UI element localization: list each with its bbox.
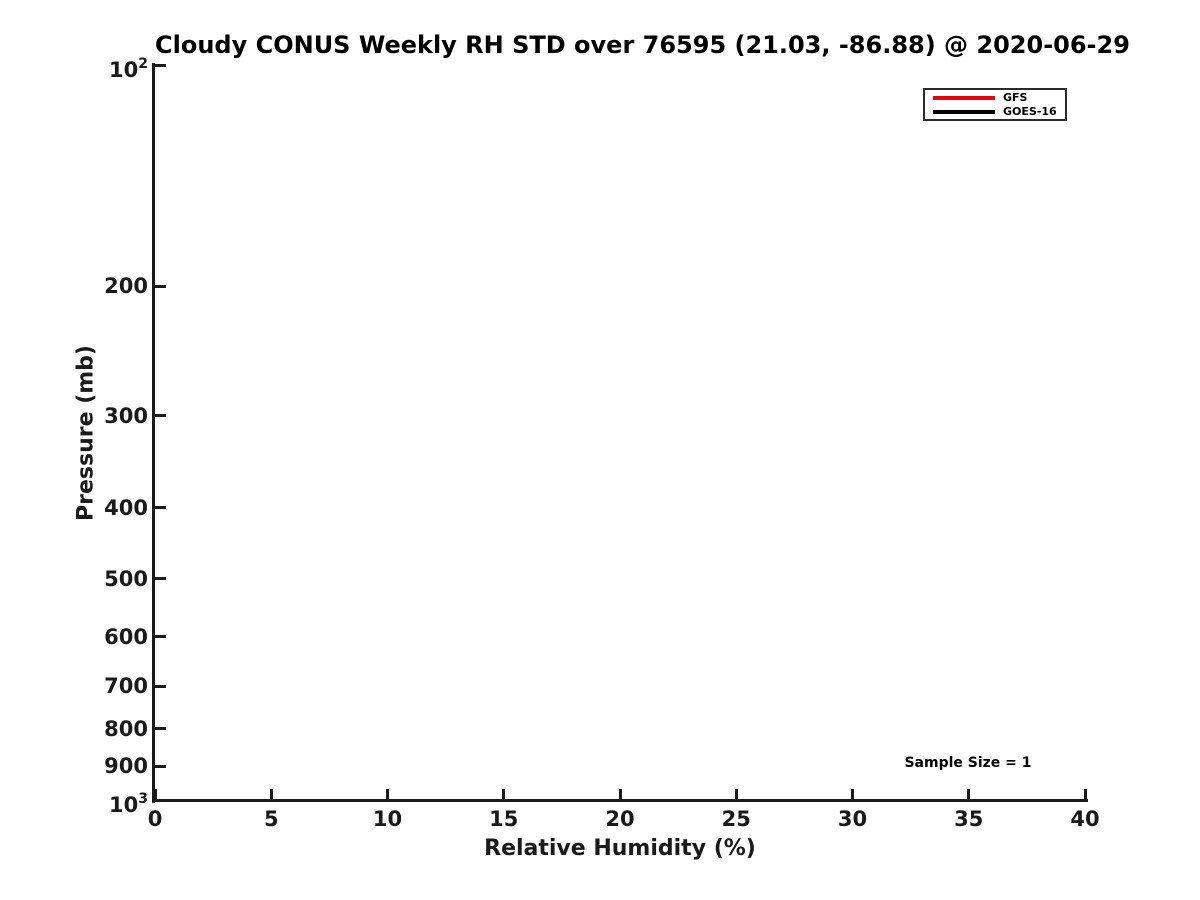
y-tick-mark [155,727,166,731]
y-tick-label: 700 [104,674,148,699]
x-tick-mark [1083,789,1087,800]
x-axis-spine [152,799,1088,802]
x-tick-mark [153,789,157,800]
x-axis-label: Relative Humidity (%) [484,836,756,861]
legend-series-label: GFS [1003,90,1028,104]
x-tick-mark [386,789,389,800]
y-tick-mark [155,506,166,509]
x-tick-label: 0 [147,807,163,831]
y-tick-label: 400 [104,495,148,520]
y-tick-mark [155,684,166,688]
y-tick-mark [155,284,166,288]
x-tick-mark [851,789,854,800]
y-tick-label: 103 [109,791,148,817]
x-tick-label: 40 [1070,807,1100,831]
x-tick-label: 30 [837,807,868,831]
y-tick-label: 200 [104,274,148,299]
legend-item: GOES-16 [933,104,1057,118]
y-tick-label: 600 [104,624,148,649]
y-tick-label: 800 [104,716,148,741]
y-axis-spine [152,63,155,803]
x-tick-mark [502,789,506,800]
legend-item: GFS [933,90,1057,104]
y-tick-label: 102 [109,56,148,82]
x-tick-label: 20 [605,807,635,831]
x-tick-mark [269,789,273,800]
y-tick-label: 900 [104,754,148,779]
y-tick-mark [155,414,166,418]
legend-line-swatch [933,95,995,100]
y-tick-label: 500 [104,566,148,591]
x-tick-label: 10 [372,807,403,831]
x-tick-mark [967,789,971,800]
y-tick-label: 300 [104,403,148,428]
legend-line-swatch [933,109,995,114]
chart-title: Cloudy CONUS Weekly RH STD over 76595 (2… [155,31,1130,59]
x-tick-label: 15 [489,807,519,831]
y-tick-mark [155,764,166,768]
sample-size-annotation: Sample Size = 1 [904,755,1032,771]
x-tick-mark [618,789,622,800]
y-tick-mark [155,635,166,639]
legend-series-label: GOES-16 [1003,104,1057,118]
y-tick-mark [155,798,166,802]
x-tick-label: 5 [263,807,279,831]
y-tick-mark [155,577,166,581]
x-tick-label: 35 [954,807,984,831]
y-tick-mark [155,63,166,67]
x-tick-mark [734,789,738,800]
legend: GFS GOES-16 [923,88,1067,121]
x-tick-label: 25 [721,807,751,831]
